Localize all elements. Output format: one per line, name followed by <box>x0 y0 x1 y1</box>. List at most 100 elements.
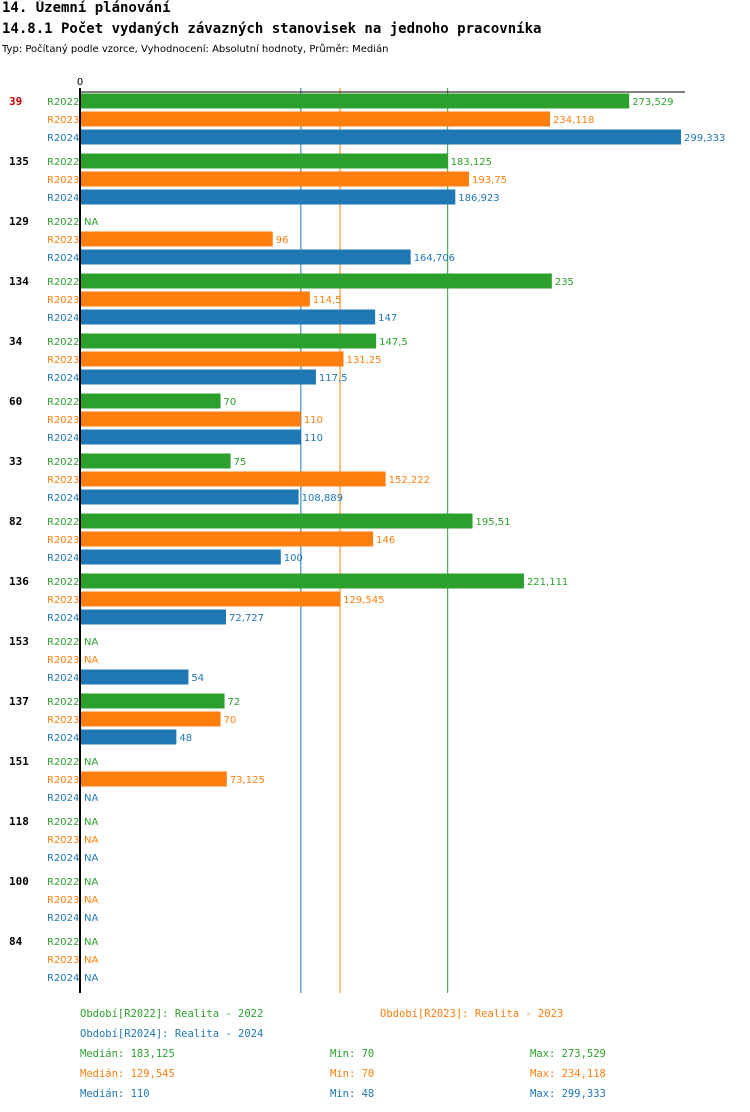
value-label-153-r2024: 54 <box>191 673 204 684</box>
value-label-84-r2023: NA <box>84 955 98 966</box>
value-label-34-r2022: 147,5 <box>379 337 408 348</box>
value-label-136-r2022: 221,111 <box>527 577 568 588</box>
series-label-39-r2022: R2022 <box>47 97 79 108</box>
series-label-100-r2022: R2022 <box>47 877 79 888</box>
value-label-151-r2022: NA <box>84 757 98 768</box>
series-label-135-r2023: R2023 <box>47 175 79 186</box>
bar-135-r2024 <box>80 189 456 205</box>
bar-33-r2023 <box>80 471 386 487</box>
group-id-60: 60 <box>9 395 22 408</box>
bar-39-r2023 <box>80 111 551 127</box>
series-label-135-r2024: R2024 <box>47 193 79 204</box>
value-label-60-r2024: 110 <box>304 433 323 444</box>
bar-82-r2024 <box>80 549 281 565</box>
value-label-60-r2023: 110 <box>304 415 323 426</box>
value-label-100-r2024: NA <box>84 913 98 924</box>
value-label-118-r2023: NA <box>84 835 98 846</box>
value-label-100-r2023: NA <box>84 895 98 906</box>
value-label-34-r2023: 131,25 <box>347 355 382 366</box>
value-label-151-r2024: NA <box>84 793 98 804</box>
bar-136-r2022 <box>80 573 524 589</box>
value-label-39-r2022: 273,529 <box>632 97 673 108</box>
stat-median-r2022: Medián: 183,125 <box>80 1048 175 1060</box>
value-label-60-r2022: 70 <box>224 397 237 408</box>
bar-39-r2022 <box>80 93 630 109</box>
value-label-33-r2023: 152,222 <box>389 475 430 486</box>
series-label-33-r2023: R2023 <box>47 475 79 486</box>
series-label-34-r2024: R2024 <box>47 373 79 384</box>
value-label-100-r2022: NA <box>84 877 98 888</box>
group-id-118: 118 <box>9 815 29 828</box>
series-label-100-r2023: R2023 <box>47 895 79 906</box>
bar-39-r2024 <box>80 129 681 145</box>
value-label-135-r2024: 186,923 <box>458 193 499 204</box>
series-label-137-r2023: R2023 <box>47 715 79 726</box>
group-id-153: 153 <box>9 635 29 648</box>
series-label-118-r2024: R2024 <box>47 853 79 864</box>
value-label-34-r2024: 117,5 <box>319 373 348 384</box>
value-label-135-r2023: 193,75 <box>472 175 507 186</box>
series-label-60-r2022: R2022 <box>47 397 79 408</box>
value-label-82-r2022: 195,51 <box>476 517 511 528</box>
bar-134-r2024 <box>80 309 376 325</box>
series-label-151-r2023: R2023 <box>47 775 79 786</box>
series-label-136-r2023: R2023 <box>47 595 79 606</box>
series-label-151-r2022: R2022 <box>47 757 79 768</box>
bar-129-r2024 <box>80 249 411 265</box>
bar-137-r2023 <box>80 711 221 727</box>
stat-max-r2023: Max: 234,118 <box>530 1068 606 1080</box>
value-label-118-r2022: NA <box>84 817 98 828</box>
bar-34-r2022 <box>80 333 377 349</box>
bar-34-r2024 <box>80 369 316 385</box>
bar-60-r2023 <box>80 411 301 427</box>
x-tick-label: 0 <box>77 77 83 88</box>
bar-129-r2023 <box>80 231 273 247</box>
series-label-82-r2024: R2024 <box>47 553 79 564</box>
series-label-129-r2023: R2023 <box>47 235 79 246</box>
bar-136-r2023 <box>80 591 341 607</box>
value-label-33-r2024: 108,889 <box>302 493 343 504</box>
bar-33-r2022 <box>80 453 231 469</box>
series-label-129-r2022: R2022 <box>47 217 79 228</box>
value-label-153-r2022: NA <box>84 637 98 648</box>
bar-34-r2023 <box>80 351 344 367</box>
value-label-137-r2023: 70 <box>224 715 237 726</box>
bar-135-r2023 <box>80 171 470 187</box>
series-label-153-r2023: R2023 <box>47 655 79 666</box>
group-id-84: 84 <box>9 935 23 948</box>
stat-median-r2024: Medián: 110 <box>80 1088 150 1100</box>
series-label-60-r2023: R2023 <box>47 415 79 426</box>
bar-135-r2022 <box>80 153 448 169</box>
series-label-136-r2022: R2022 <box>47 577 79 588</box>
group-id-34: 34 <box>9 335 23 348</box>
bar-60-r2022 <box>80 393 221 409</box>
value-label-82-r2024: 100 <box>284 553 303 564</box>
series-label-134-r2024: R2024 <box>47 313 79 324</box>
bar-137-r2024 <box>80 729 177 745</box>
group-id-39: 39 <box>9 95 22 108</box>
bar-134-r2023 <box>80 291 310 307</box>
value-label-135-r2022: 183,125 <box>451 157 492 168</box>
bar-82-r2023 <box>80 531 374 547</box>
stat-min-r2022: Min: 70 <box>330 1048 375 1060</box>
value-label-118-r2024: NA <box>84 853 98 864</box>
value-label-137-r2024: 48 <box>179 733 192 744</box>
series-label-34-r2023: R2023 <box>47 355 79 366</box>
value-label-39-r2024: 299,333 <box>684 133 725 144</box>
group-id-137: 137 <box>9 695 29 708</box>
stat-max-r2024: Max: 299,333 <box>530 1088 606 1100</box>
group-id-100: 100 <box>9 875 29 888</box>
group-id-129: 129 <box>9 215 29 228</box>
section-heading: 14. Územní plánování <box>2 0 171 16</box>
bar-134-r2022 <box>80 273 552 289</box>
value-label-134-r2023: 114,5 <box>313 295 342 306</box>
group-id-151: 151 <box>9 755 29 768</box>
series-label-118-r2023: R2023 <box>47 835 79 846</box>
chart-description: Typ: Počítaný podle vzorce, Vyhodnocení:… <box>2 44 389 55</box>
series-label-82-r2023: R2023 <box>47 535 79 546</box>
group-id-33: 33 <box>9 455 22 468</box>
group-id-82: 82 <box>9 515 22 528</box>
value-label-137-r2022: 72 <box>228 697 241 708</box>
series-label-137-r2022: R2022 <box>47 697 79 708</box>
series-label-33-r2024: R2024 <box>47 493 79 504</box>
